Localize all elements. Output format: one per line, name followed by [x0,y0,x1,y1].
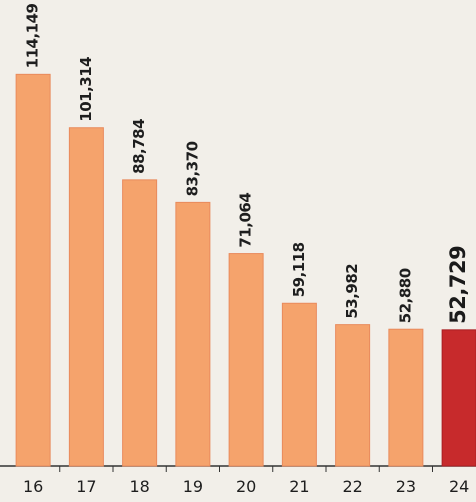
bar [228,253,264,467]
x-tick-label: 24 [449,477,469,496]
x-tick-label: 20 [236,477,256,496]
bar [335,324,371,467]
value-label: 59,118 [290,242,308,297]
value-label: 101,314 [77,57,95,122]
bar [68,127,104,467]
x-tick-label: 17 [76,477,96,496]
bar [175,201,211,467]
bar [388,328,424,467]
value-label: 52,729 [446,246,470,324]
x-tick-label: 19 [183,477,203,496]
value-label: 53,982 [343,264,361,319]
bar [281,302,317,467]
x-tick-label: 16 [23,477,43,496]
value-label: 88,784 [130,119,148,174]
value-label: 71,064 [237,193,255,248]
bar [15,73,51,467]
x-tick-label: 18 [129,477,149,496]
bar [122,179,158,467]
x-tick-label: 22 [342,477,362,496]
value-label: 114,149 [24,3,42,68]
bar [441,329,476,467]
value-label: 83,370 [183,141,201,196]
x-tick-label: 21 [289,477,309,496]
value-label: 52,880 [396,268,414,323]
x-tick-label: 23 [396,477,416,496]
